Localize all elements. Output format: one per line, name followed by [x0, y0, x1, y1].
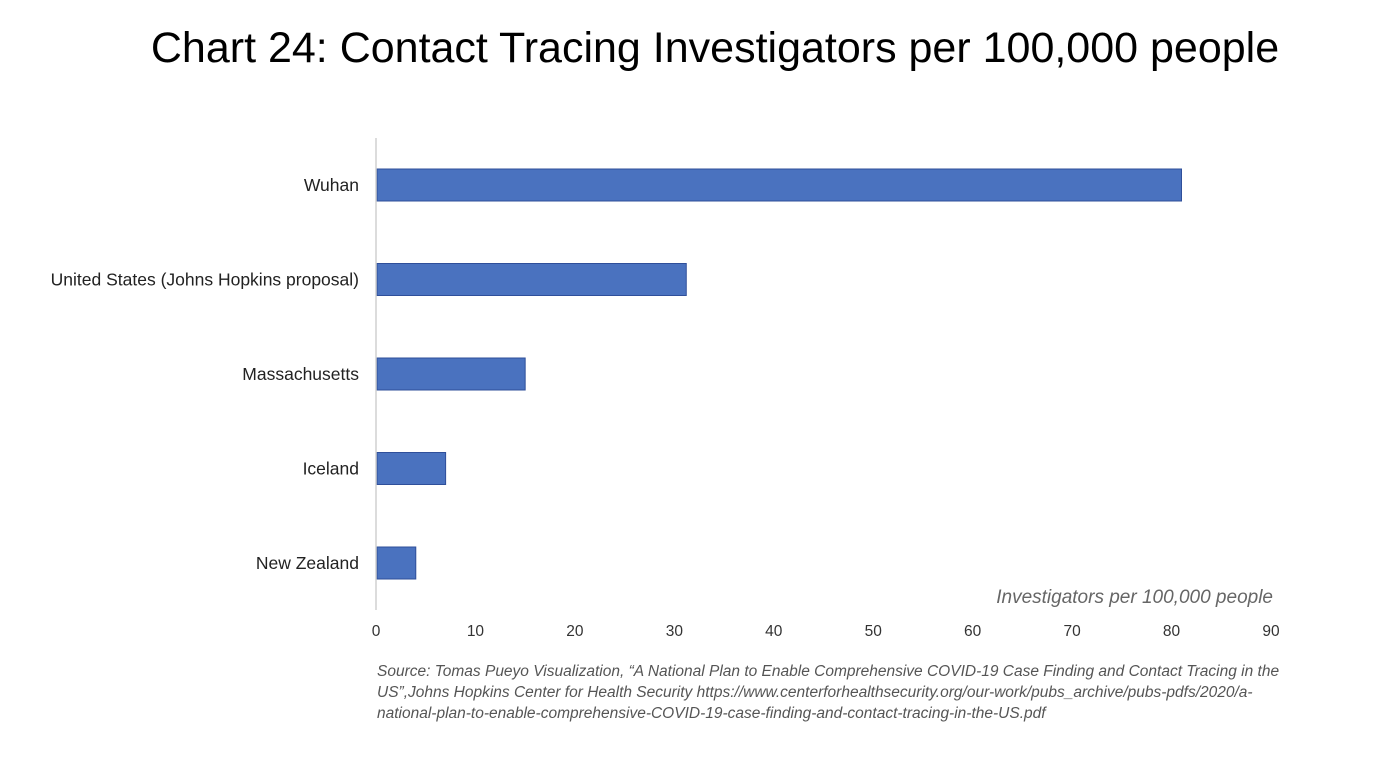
- bar-3: [376, 452, 447, 485]
- x-tick-label: 20: [566, 623, 584, 640]
- x-tick-label: 40: [765, 623, 783, 640]
- x-tick-labels: 0 10 20 30 40 50 60 70 80 90: [372, 623, 1280, 640]
- category-label: Massachusetts: [242, 364, 359, 384]
- x-tick-label: 0: [372, 623, 381, 640]
- bar-4: [376, 546, 417, 580]
- x-tick-label: 80: [1163, 623, 1181, 640]
- source-note: Source: Tomas Pueyo Visualization, “A Na…: [377, 663, 1280, 722]
- bar-1: [376, 263, 687, 296]
- x-tick-label: 30: [666, 623, 684, 640]
- category-label: Wuhan: [304, 175, 359, 195]
- x-tick-label: 10: [467, 623, 485, 640]
- bar-2: [376, 357, 526, 391]
- category-labels: Wuhan United States (Johns Hopkins propos…: [51, 175, 360, 573]
- chart-title: Chart 24: Contact Tracing Investigators …: [150, 24, 1280, 72]
- x-tick-label: 70: [1063, 623, 1081, 640]
- x-axis-title: Investigators per 100,000 people: [996, 587, 1273, 608]
- x-tick-label: 90: [1262, 623, 1280, 640]
- x-tick-label: 60: [964, 623, 982, 640]
- x-tick-label: 50: [865, 623, 883, 640]
- category-label: Iceland: [303, 459, 359, 479]
- bars-layer: [376, 168, 1182, 580]
- bar-0: [376, 168, 1182, 202]
- category-label: New Zealand: [256, 553, 359, 573]
- category-label: United States (Johns Hopkins proposal): [51, 270, 359, 290]
